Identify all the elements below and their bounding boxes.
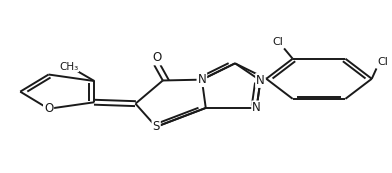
Text: N: N (252, 101, 261, 115)
Text: S: S (152, 120, 160, 133)
Text: Cl: Cl (377, 57, 388, 67)
Text: O: O (153, 51, 162, 64)
Text: Cl: Cl (273, 37, 284, 47)
Text: N: N (198, 73, 206, 86)
Text: CH₃: CH₃ (60, 62, 79, 72)
Text: N: N (256, 74, 265, 87)
Text: O: O (44, 102, 53, 115)
